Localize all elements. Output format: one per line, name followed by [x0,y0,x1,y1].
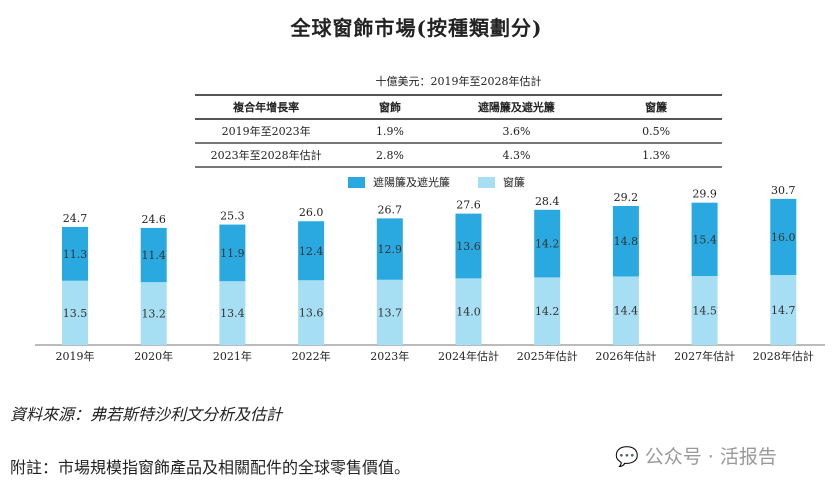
bar-segment [455,213,482,279]
table-header: 複合年增長率 窗飾 遮陽簾及遮光簾 窗簾 [195,95,722,119]
bar-segment [534,209,561,278]
table-row: 2019年至2023年 1.9% 3.6% 0.5% [195,119,722,143]
bar-segment [770,198,797,276]
bar-segment [62,280,88,345]
bar-chart: 13.5 11.3 24.7 2019年 13.2 11.4 24.6 2020年 13.4 11… [35,184,825,363]
total-label: 26.0 [299,206,324,219]
data-label: 11.9 [220,247,245,260]
bar-segment [770,275,797,345]
total-label: 28.4 [535,195,560,208]
bar-segment [298,221,325,281]
bar-segment [219,281,246,345]
total-label: 29.2 [614,191,639,204]
total-label: 29.9 [692,188,717,201]
x-tick-label: 2026年估計 [595,349,656,363]
x-tick-label: 2027年估計 [674,349,735,363]
data-label: 11.3 [63,248,88,261]
x-tick-label: 2028年估計 [753,349,814,363]
bar-segment [691,275,718,345]
cagr-table: 複合年增長率 窗飾 遮陽簾及遮光簾 窗簾 2019年至2023年 1.9% 3.6%… [195,94,722,168]
wechat-icon: 💬 [615,446,639,468]
total-label: 26.7 [378,203,403,216]
data-label: 13.2 [141,308,166,321]
x-tick-label: 2022年 [292,349,331,363]
total-label: 24.6 [141,213,166,226]
data-label: 13.4 [220,307,245,320]
unit-label: 十億美元：2019年至2028年估計 [375,75,542,88]
data-label: 14.4 [614,305,639,318]
bar-segment [612,276,639,345]
bar-segment [376,218,403,280]
bar-segment [140,227,167,283]
total-label: 25.3 [220,210,245,223]
source-text: 資料來源：弗若斯特沙利文分析及估計 [10,405,283,424]
x-tick-label: 2025年估計 [517,349,578,363]
watermark: 💬 公众号 · 活报告 [615,442,777,469]
chart-title: 全球窗飾市場(按種類劃分) [290,16,543,40]
total-label: 30.7 [771,184,796,197]
data-label: 16.0 [771,231,796,244]
th: 複合年增長率 [233,101,300,114]
legend: 遮陽簾及遮光簾 窗簾 [348,174,525,190]
data-label: 12.9 [378,243,403,256]
bar-segment [140,282,167,345]
td: 1.3% [642,148,671,162]
data-label: 13.6 [456,240,481,253]
watermark-text: 公众号 · 活报告 [644,446,777,468]
td: 2.8% [376,148,404,162]
bar-segment [376,279,403,345]
bar-segment [298,280,325,345]
total-label: 27.6 [456,199,481,212]
data-label: 14.8 [614,235,639,248]
data-label: 14.2 [535,238,560,251]
data-label: 14.7 [771,304,796,317]
td: 0.5% [642,124,671,138]
data-label: 14.0 [456,306,481,319]
bar-segment [691,202,718,276]
total-label: 24.7 [63,212,88,225]
td: 2023年至2028年估計 [210,149,322,162]
x-tick-label: 2019年 [56,349,95,363]
data-label: 13.5 [63,307,88,320]
note-text: 附註：市場規模指窗飾產品及相關配件的全球零售價值。 [10,458,411,477]
x-tick-label: 2024年估計 [438,349,499,363]
legend-label: 遮陽簾及遮光簾 [373,176,450,189]
td: 2019年至2023年 [221,125,311,138]
x-tick-label: 2021年 [213,349,252,363]
td: 4.3% [502,148,531,162]
data-label: 13.7 [378,306,403,319]
data-label: 14.5 [692,304,717,317]
th: 窗飾 [378,101,401,114]
legend-swatch-blinds [348,176,365,188]
x-tick-label: 2020年 [134,349,173,363]
legend-label: 窗簾 [503,176,525,189]
data-label: 13.6 [299,307,324,320]
td: 1.9% [376,124,404,138]
th: 遮陽簾及遮光簾 [477,101,555,114]
bar-segment [62,226,88,281]
x-tick-label: 2023年 [370,349,409,363]
th: 窗簾 [645,101,668,114]
bar-segment [455,278,482,345]
bar-segment [219,224,246,282]
data-label: 12.4 [299,245,324,258]
data-label: 15.4 [692,233,717,246]
legend-swatch-curtains [478,176,495,188]
bar-segment [534,277,561,345]
bar-segment [612,206,639,277]
data-label: 14.2 [535,305,560,318]
table-row: 2023年至2028年估計 2.8% 4.3% 1.3% [195,143,722,167]
data-label: 11.4 [141,249,166,262]
td: 3.6% [502,124,531,138]
